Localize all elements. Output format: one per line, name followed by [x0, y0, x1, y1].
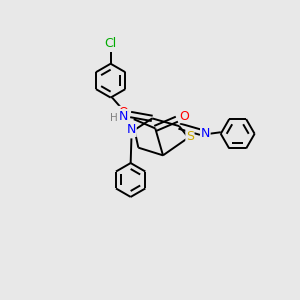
- Text: N: N: [118, 110, 128, 123]
- Text: H: H: [110, 112, 118, 123]
- Text: N: N: [127, 123, 136, 136]
- Text: O: O: [118, 106, 128, 119]
- Text: N: N: [201, 127, 210, 140]
- Text: Cl: Cl: [104, 37, 117, 50]
- Text: O: O: [180, 110, 190, 123]
- Text: S: S: [186, 130, 194, 142]
